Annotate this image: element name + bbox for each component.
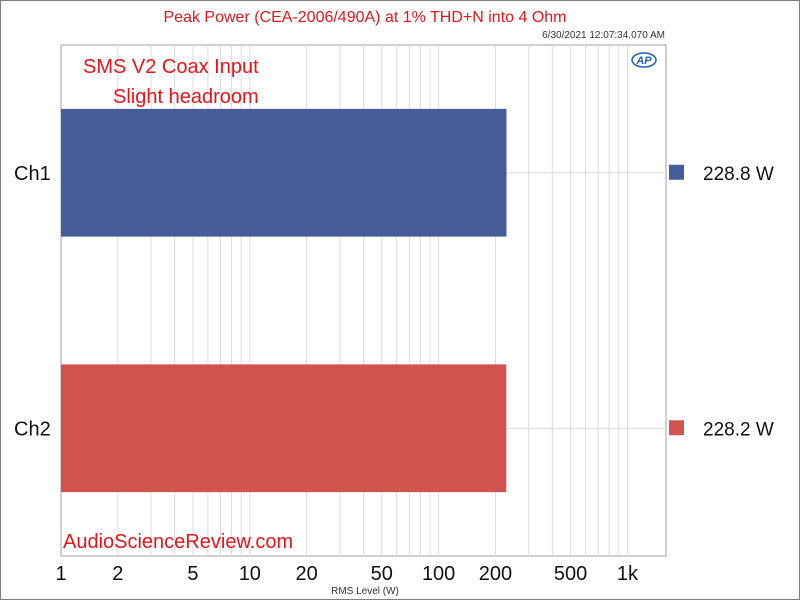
ap-logo-icon: AP xyxy=(631,52,657,68)
ap-logo-text: AP xyxy=(635,55,652,67)
legend-label: 228.2 W xyxy=(703,419,774,440)
bar-ch2 xyxy=(61,364,507,493)
timestamp: 6/30/2021 12:07:34.070 AM xyxy=(542,30,665,41)
x-tick-labels: 1 2 5 10 20 50 100 200 500 1k xyxy=(55,563,639,585)
bar-ch1 xyxy=(61,108,507,237)
legend: 228.8 W 228.2 W xyxy=(669,164,774,440)
chart-title: Peak Power (CEA-2006/490A) at 1% THD+N i… xyxy=(164,9,567,26)
x-tick-label: 200 xyxy=(479,563,512,585)
category-label-ch1: Ch1 xyxy=(14,163,51,185)
x-tick-label: 500 xyxy=(554,563,587,585)
annotation-line-1: SMS V2 Coax Input xyxy=(83,56,259,78)
x-tick-label: 50 xyxy=(371,563,393,585)
x-tick-label: 2 xyxy=(112,563,123,585)
legend-swatch xyxy=(669,420,684,436)
legend-swatch xyxy=(669,164,684,180)
watermark: AudioScienceReview.com xyxy=(63,531,293,553)
x-tick-label: 10 xyxy=(239,563,261,585)
x-tick-label: 100 xyxy=(422,563,455,585)
x-tick-label: 1 xyxy=(55,563,66,585)
x-tick-label: 20 xyxy=(296,563,318,585)
category-label-ch2: Ch2 xyxy=(14,418,51,440)
x-tick-label: 1k xyxy=(617,563,639,585)
y-category-labels: Ch1 Ch2 xyxy=(14,163,51,441)
bar-group xyxy=(61,108,507,493)
legend-label: 228.8 W xyxy=(703,164,774,185)
annotation-line-2: Slight headroom xyxy=(113,86,259,108)
x-tick-label: 5 xyxy=(187,563,198,585)
x-axis-label: RMS Level (W) xyxy=(331,586,399,597)
